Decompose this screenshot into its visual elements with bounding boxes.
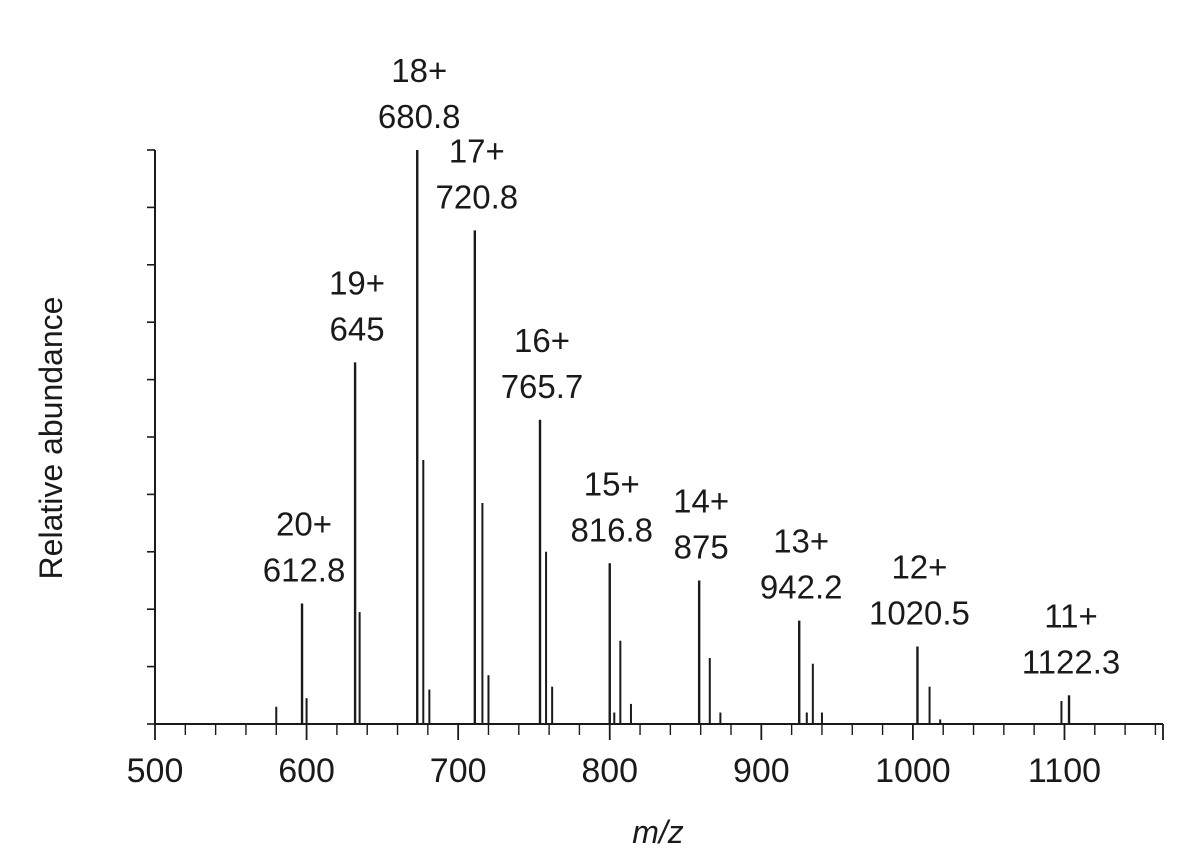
peak-charge-label: 15+ xyxy=(584,465,640,502)
x-axis-title: m/z xyxy=(632,814,684,850)
labeled-peaks xyxy=(300,150,1071,724)
x-tick-label: 700 xyxy=(430,752,487,790)
peak-mz-label: 1122.3 xyxy=(1022,643,1120,680)
peak-mz-label: 612.8 xyxy=(263,551,346,588)
peak-charge-label: 20+ xyxy=(276,505,332,542)
x-tick-label: 800 xyxy=(581,752,638,790)
peak-mz-label: 720.8 xyxy=(436,178,519,215)
x-tick-label: 600 xyxy=(278,752,335,790)
peak-charge-label: 17+ xyxy=(449,132,505,169)
peak-mz-label: 1020.5 xyxy=(869,595,970,632)
peak-mz-label: 942.2 xyxy=(760,569,843,606)
axes xyxy=(154,150,1163,725)
peak-charge-label: 16+ xyxy=(514,322,570,359)
peak-charge-label: 19+ xyxy=(329,264,385,301)
peak-labels: 612.8 20+ 645 19+ 680.8 18+ 720.8 17+ 765.7 16+ 81… xyxy=(263,52,1121,680)
x-tick-label: 1100 xyxy=(1028,752,1101,790)
x-axis-ticks xyxy=(154,724,1164,740)
peak-charge-label: 12+ xyxy=(891,549,947,586)
peak-mz-label: 645 xyxy=(330,310,385,347)
peak-charge-label: 11+ xyxy=(1044,597,1098,634)
peak-charge-label: 18+ xyxy=(391,52,447,89)
peak-mz-label: 680.8 xyxy=(378,98,461,135)
minor-peaks xyxy=(275,459,1063,724)
y-axis-title: Relative abundance xyxy=(33,297,69,580)
peak-mz-label: 816.8 xyxy=(570,511,653,548)
peak-mz-label: 765.7 xyxy=(501,368,584,405)
peak-mz-label: 875 xyxy=(674,529,729,566)
x-tick-label: 1000 xyxy=(875,752,951,790)
x-tick-label: 500 xyxy=(127,752,184,790)
x-axis-tick-labels: 500 600 700 800 900 1000 1100 xyxy=(127,752,1101,790)
x-tick-label: 900 xyxy=(733,752,790,790)
peak-charge-label: 14+ xyxy=(673,483,729,520)
y-axis-ticks xyxy=(147,149,155,725)
peak-charge-label: 13+ xyxy=(773,523,829,560)
